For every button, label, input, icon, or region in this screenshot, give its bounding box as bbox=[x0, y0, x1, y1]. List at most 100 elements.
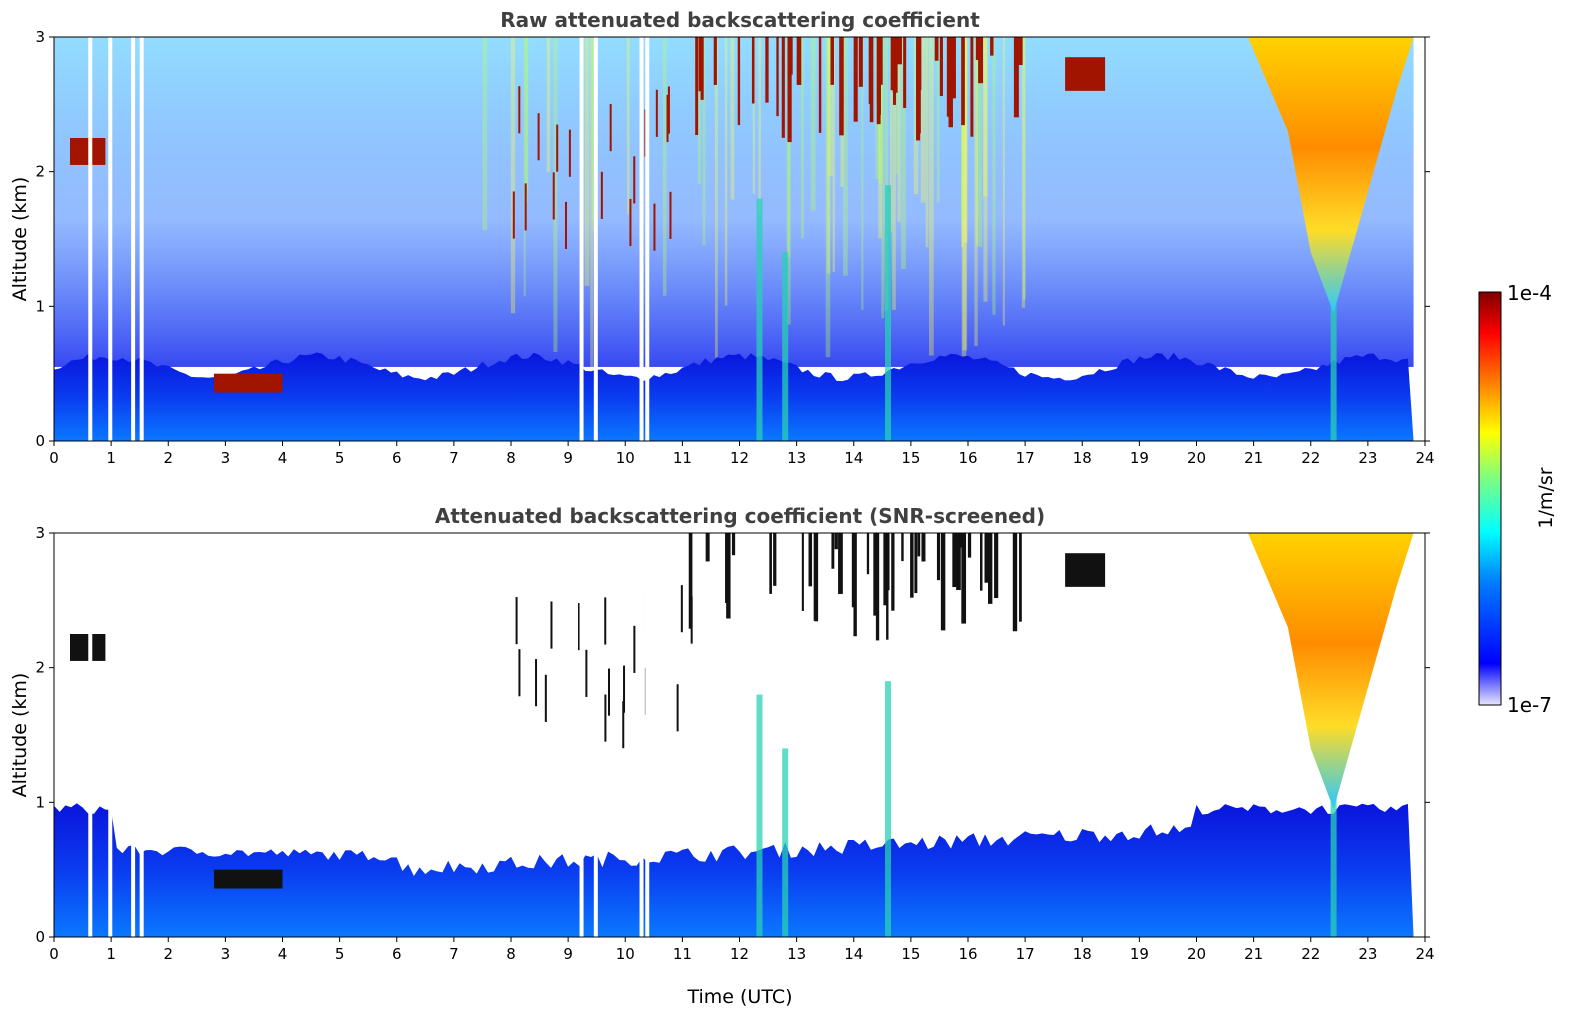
noise-streak bbox=[525, 37, 529, 189]
convective-streak bbox=[782, 748, 789, 937]
cloud-filament bbox=[787, 37, 792, 143]
noise-streak bbox=[928, 37, 934, 356]
colorbar: 1e-4 1e-7 1/m/sr bbox=[1478, 281, 1557, 717]
x-tick-label: 17 bbox=[1016, 449, 1035, 467]
y-axis-label-screened: Altitude (km) bbox=[9, 673, 31, 798]
cloud-filament bbox=[853, 533, 857, 637]
noise-streak bbox=[925, 37, 929, 248]
cloud-filament bbox=[535, 659, 538, 707]
noise-streak bbox=[884, 37, 889, 311]
data-gap bbox=[131, 37, 136, 441]
y-tick-label: 2 bbox=[35, 163, 45, 181]
noise-streak bbox=[524, 37, 528, 203]
cloud-filament bbox=[878, 37, 883, 85]
cloud-filament bbox=[831, 533, 835, 569]
cloud-filament bbox=[537, 113, 540, 161]
noise-streak bbox=[861, 37, 864, 310]
cloud-filament bbox=[890, 37, 895, 91]
x-tick-label: 15 bbox=[901, 945, 920, 963]
cloud-filament bbox=[633, 625, 636, 673]
x-tick-label: 23 bbox=[1358, 449, 1377, 467]
x-tick-label: 19 bbox=[1130, 449, 1149, 467]
data-gap bbox=[593, 37, 598, 441]
x-tick-label: 22 bbox=[1301, 945, 1320, 963]
colorbar-gradient bbox=[1478, 291, 1502, 706]
x-tick-label: 10 bbox=[616, 945, 635, 963]
cloud-boundary-top bbox=[213, 373, 283, 393]
cloud-filament bbox=[990, 37, 994, 56]
plot-area-screened bbox=[53, 532, 1426, 938]
cloud-filament bbox=[713, 37, 717, 85]
cloud-filament bbox=[565, 201, 568, 250]
convective-streak bbox=[1330, 788, 1337, 937]
cloud-boundary-top bbox=[213, 869, 283, 889]
x-tick-label: 13 bbox=[787, 449, 806, 467]
cloud-filament bbox=[975, 37, 981, 61]
cloud-filament bbox=[653, 203, 656, 251]
cloud-filament bbox=[623, 665, 626, 713]
noise-streak bbox=[961, 37, 965, 220]
colorbar-max-label: 1e-4 bbox=[1507, 281, 1552, 305]
cloud-filament bbox=[801, 533, 804, 611]
noise-streak bbox=[800, 37, 804, 239]
x-tick-label: 6 bbox=[392, 945, 402, 963]
y-tick-label: 1 bbox=[35, 793, 45, 811]
x-tick-label: 4 bbox=[278, 449, 288, 467]
noise-field bbox=[54, 37, 1414, 367]
cloud-filament bbox=[781, 37, 785, 138]
boundary-layer bbox=[54, 803, 1414, 937]
noise-streak bbox=[626, 37, 630, 214]
cloud-filament bbox=[961, 37, 965, 126]
cloud-filament bbox=[891, 533, 895, 611]
cloud-filament bbox=[608, 668, 611, 716]
cloud-filament bbox=[737, 37, 741, 126]
x-tick-label: 9 bbox=[563, 945, 573, 963]
noise-streak bbox=[697, 37, 702, 185]
convective-streak bbox=[885, 681, 892, 937]
data-gap bbox=[139, 533, 144, 937]
x-tick-label: 10 bbox=[616, 449, 635, 467]
data-gap bbox=[579, 533, 584, 937]
noise-streak bbox=[961, 37, 967, 373]
x-tick-label: 16 bbox=[958, 449, 977, 467]
cloud-filament bbox=[936, 533, 941, 581]
x-tick-label: 11 bbox=[673, 945, 692, 963]
cloud-low-morning bbox=[69, 634, 106, 661]
cloud-filament bbox=[669, 191, 672, 239]
cloud-filament bbox=[787, 37, 793, 75]
cloud-filament bbox=[961, 533, 967, 624]
x-tick-label: 18 bbox=[1073, 945, 1092, 963]
cloud-filament bbox=[690, 596, 693, 644]
data-gap bbox=[639, 533, 644, 937]
noise-streak bbox=[974, 37, 978, 346]
x-axis-label: Time (UTC) bbox=[686, 986, 792, 1008]
x-tick-label: 12 bbox=[730, 449, 749, 467]
cloud-filament bbox=[948, 37, 953, 128]
x-tick-label: 7 bbox=[449, 945, 459, 963]
cloud-filament bbox=[688, 533, 693, 629]
noise-streak bbox=[901, 37, 906, 270]
cloud-filament bbox=[518, 649, 521, 697]
cloud-filament bbox=[604, 597, 607, 645]
y-tick-label: 1 bbox=[35, 297, 45, 315]
cloud-filament bbox=[939, 37, 943, 96]
cloud-filament bbox=[903, 37, 907, 109]
noise-streak bbox=[1002, 37, 1005, 326]
convective-streak bbox=[1330, 292, 1337, 441]
cloud-filament bbox=[878, 37, 881, 87]
cloud-filament bbox=[886, 533, 889, 640]
cloud-filament bbox=[921, 533, 926, 562]
x-tick-label: 13 bbox=[787, 945, 806, 963]
noise-streak bbox=[826, 37, 831, 274]
cloud-filament bbox=[731, 533, 736, 556]
cloud-filament bbox=[725, 533, 729, 603]
cloud-filament bbox=[853, 37, 858, 122]
cloud-filament bbox=[512, 191, 515, 239]
evening-plume bbox=[1247, 37, 1414, 314]
cloud-filament bbox=[765, 37, 769, 103]
x-tick-label: 1 bbox=[106, 449, 116, 467]
cloud-filament bbox=[556, 124, 559, 172]
data-gap bbox=[579, 37, 584, 441]
cloud-filament bbox=[655, 89, 658, 137]
cloud-filament bbox=[622, 701, 625, 749]
